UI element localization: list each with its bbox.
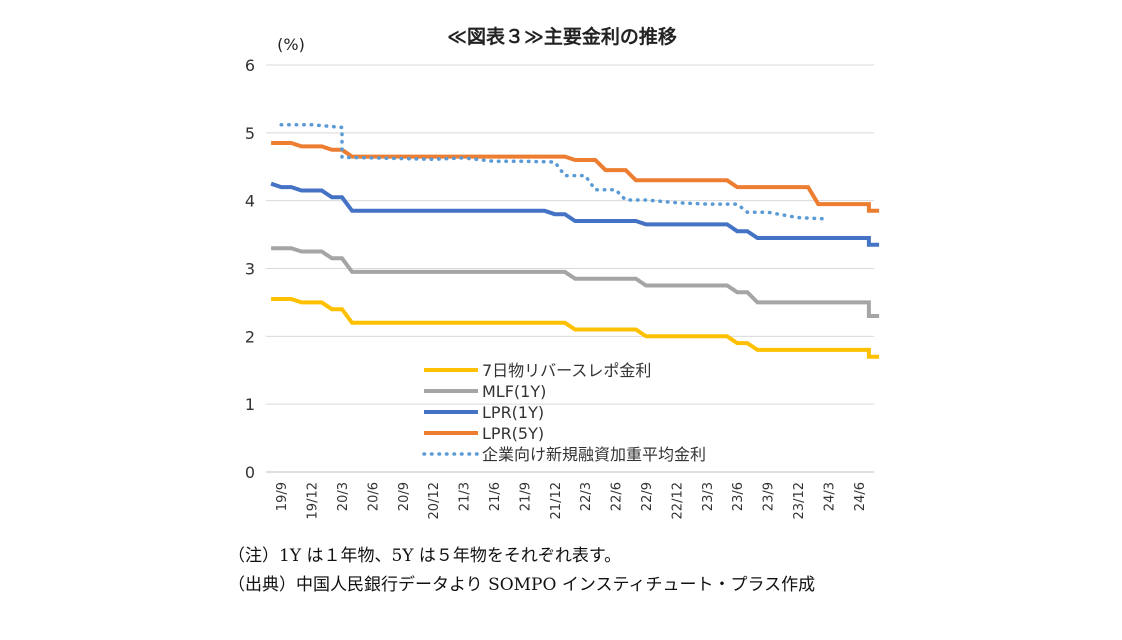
y-tick-label: 2 <box>245 327 255 346</box>
series-lines <box>270 122 880 359</box>
footnote-note: （注）1Y は１年物、5Y は５年物をそれぞれ表す。 <box>228 546 622 566</box>
y-tick-label: 5 <box>245 124 255 143</box>
y-tick-label: 1 <box>245 395 255 414</box>
x-tick-label: 23/3 <box>701 482 716 511</box>
x-tick-label: 21/12 <box>549 482 564 519</box>
x-tick-label: 20/3 <box>336 482 351 511</box>
chart: ≪図表３≫主要金利の推移 (%) 0 1 2 3 4 5 6 19/9 19/12 20/3 20… <box>245 25 880 519</box>
legend-label: MLF(1Y) <box>482 382 546 401</box>
x-tick-label: 20/9 <box>397 482 412 511</box>
y-tick-label: 0 <box>245 463 255 482</box>
legend: 7日物リバースレポ金利 MLF(1Y) LPR(1Y) LPR(5Y) 企業向け新規融資… <box>422 361 706 464</box>
legend-label: 7日物リバースレポ金利 <box>482 361 651 380</box>
x-tick-label: 22/3 <box>579 482 594 511</box>
y-tick-label: 4 <box>245 192 255 211</box>
x-tick-label: 23/12 <box>792 482 807 519</box>
x-tick-label: 24/3 <box>822 482 837 511</box>
x-tick-label: 23/6 <box>731 482 746 511</box>
y-unit-label: (%) <box>277 35 305 54</box>
legend-label: 企業向け新規融資加重平均金利 <box>482 445 706 464</box>
x-tick-label: 22/6 <box>610 482 625 511</box>
series-line-2 <box>271 246 880 318</box>
x-axis-ticks: 19/9 19/12 20/3 20/6 20/9 20/12 21/3 21/6 21/9 21… <box>275 482 868 519</box>
x-tick-label: 24/6 <box>853 482 868 511</box>
series-line-4 <box>271 141 880 213</box>
footnote-source: （出典）中国人民銀行データより SOMPO インスティチュート・プラス作成 <box>228 575 816 595</box>
x-tick-label: 22/12 <box>670 482 685 519</box>
x-tick-label: 23/9 <box>762 482 777 511</box>
y-tick-label: 6 <box>245 56 255 75</box>
x-tick-label: 19/9 <box>275 482 290 511</box>
series-line-3 <box>270 181 880 247</box>
x-tick-label: 21/6 <box>488 482 503 511</box>
y-axis-ticks: 0 1 2 3 4 5 6 <box>245 56 255 482</box>
x-tick-label: 20/6 <box>366 482 381 511</box>
x-tick-label: 21/9 <box>518 482 533 511</box>
legend-label: LPR(1Y) <box>482 403 544 422</box>
y-tick-label: 3 <box>245 260 255 279</box>
x-tick-label: 19/12 <box>306 482 321 519</box>
x-tick-label: 21/3 <box>458 482 473 511</box>
series-line-1 <box>271 297 880 359</box>
x-tick-label: 22/9 <box>640 482 655 511</box>
series-line-5 <box>279 122 831 221</box>
gridlines <box>266 64 874 473</box>
chart-title: ≪図表３≫主要金利の推移 <box>447 25 677 48</box>
x-tick-label: 20/12 <box>427 482 442 519</box>
legend-label: LPR(5Y) <box>482 424 544 443</box>
